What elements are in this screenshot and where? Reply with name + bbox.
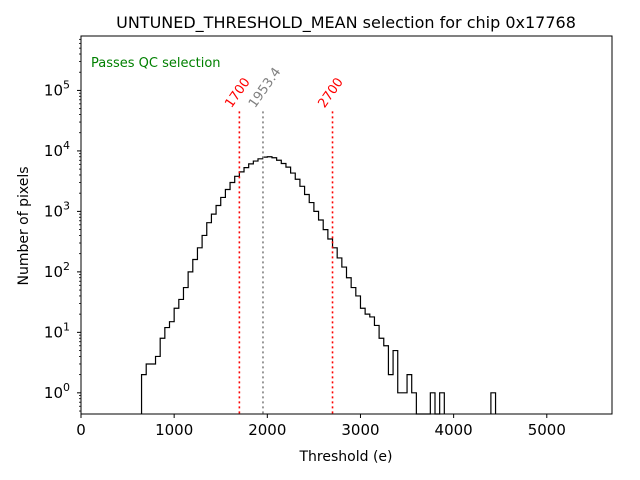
y-tick-label: 103 [44,199,70,220]
chart-title: UNTUNED_THRESHOLD_MEAN selection for chi… [116,13,576,33]
qc-annotation: Passes QC selection [91,56,221,71]
plot-frame [80,35,613,415]
x-tick-label: 3000 [341,421,379,439]
x-tick-label: 4000 [435,421,473,439]
y-tick-label: 102 [44,260,70,281]
y-tick-label: 100 [44,381,70,402]
y-tick-label: 105 [44,78,70,99]
threshold-line-label: 2700 [316,75,347,111]
x-tick-label: 0 [76,421,86,439]
x-tick-label: 2000 [248,421,286,439]
y-axis-label: Number of pixels [16,166,32,285]
x-axis-label: Threshold (e) [299,449,393,465]
threshold-line-label: 1953.4 [246,65,284,111]
plot-area: 0 1000 2000 3000 4000 5000 100 101 102 103 104 105 1… [44,38,566,439]
x-tick-label: 1000 [155,421,193,439]
y-tick-label: 104 [44,139,70,160]
y-tick-label: 101 [44,320,70,341]
histogram-step [140,156,497,415]
x-tick-label: 5000 [528,421,566,439]
